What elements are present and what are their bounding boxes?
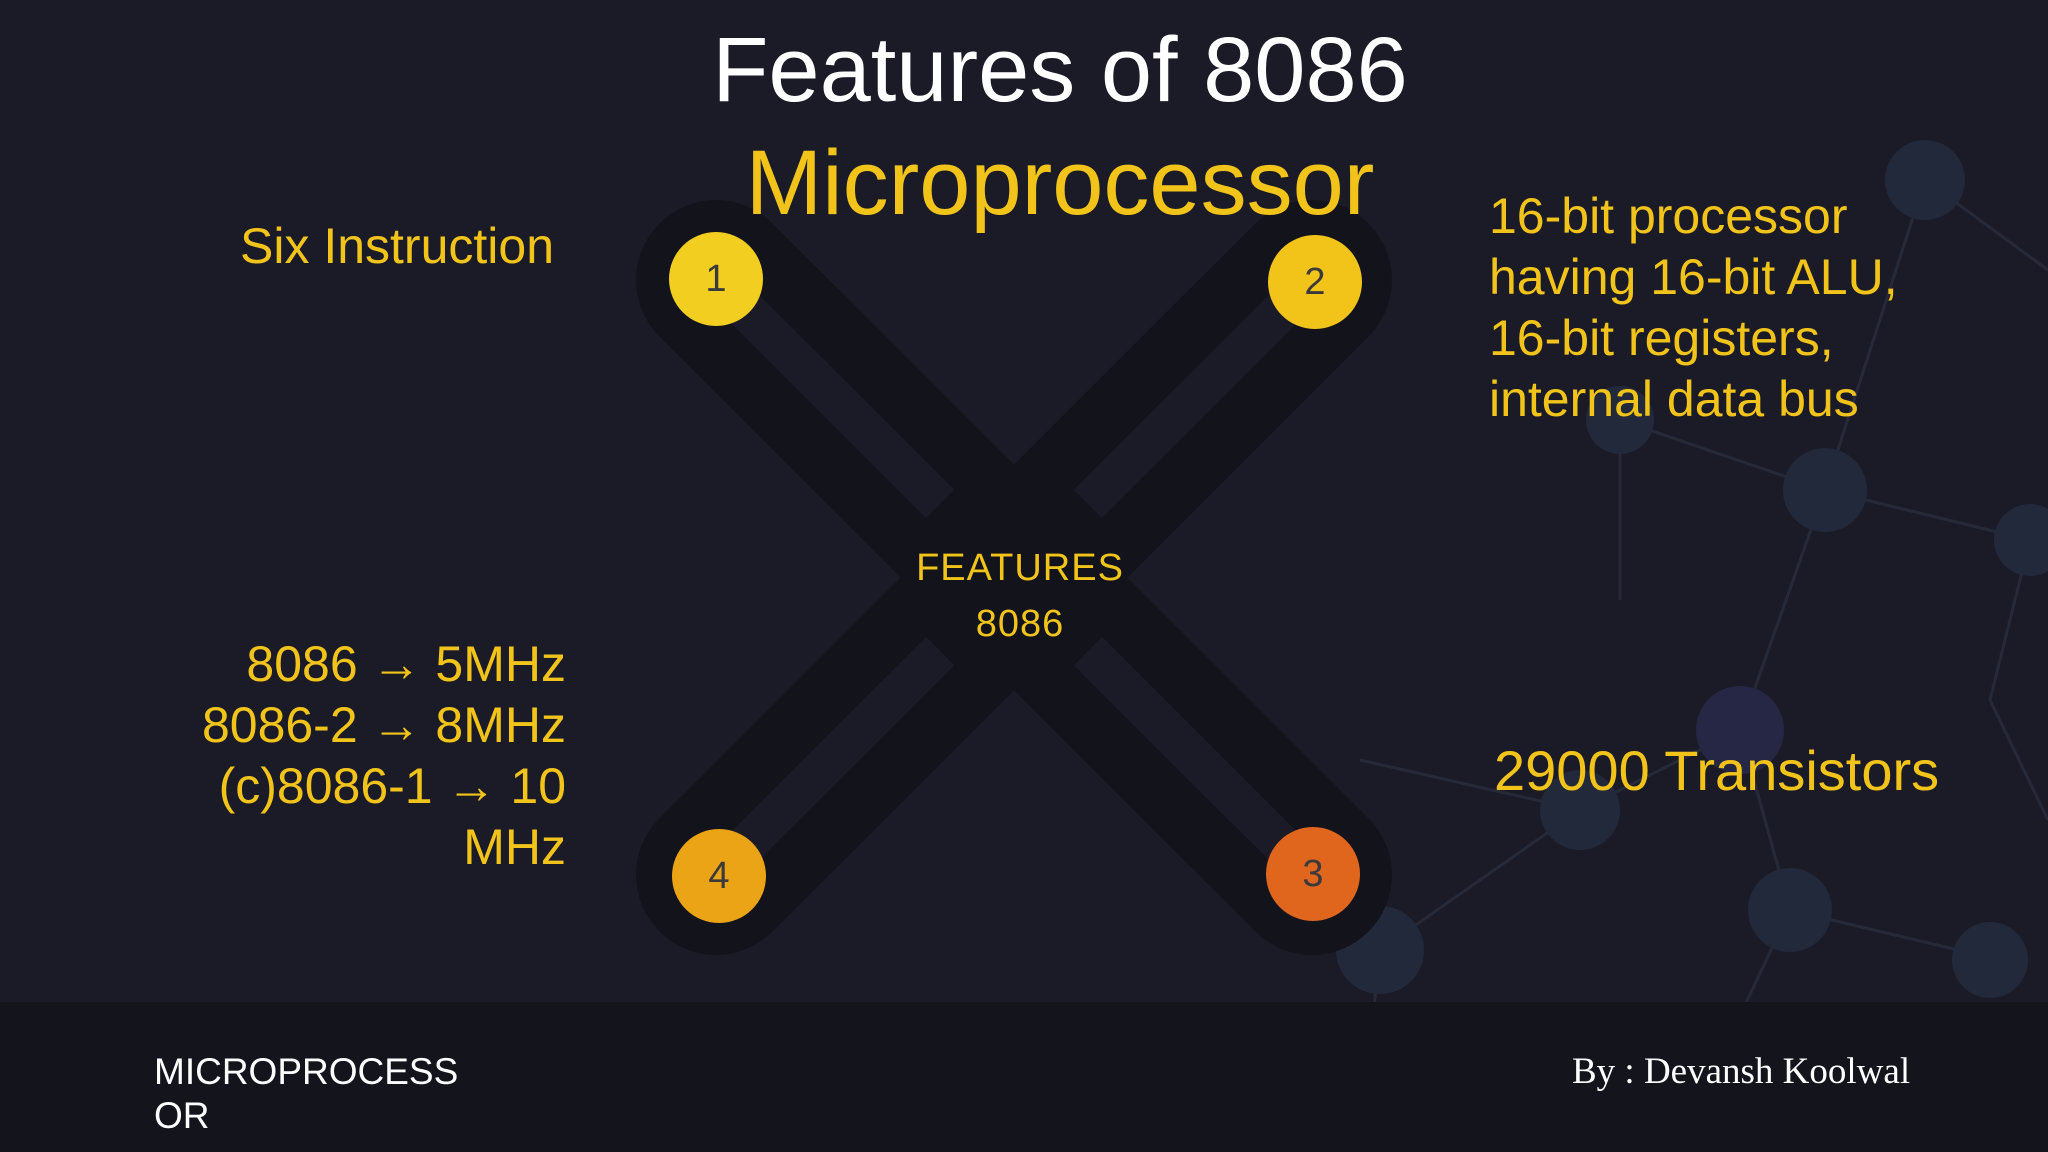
footer-author: By : Devansh Koolwal <box>1572 1051 1911 1092</box>
node-4-number: 4 <box>708 854 730 897</box>
feature-1-text: Six Instruction <box>239 218 554 274</box>
feature-2-line: internal data bus <box>1489 371 1859 427</box>
footer-bar: MICROPROCESSOR By : Devansh Koolwal <box>0 1002 2048 1152</box>
node-4: 4 <box>672 829 766 923</box>
feature-2-text: 16-bit processor having 16-bit ALU, 16-b… <box>1489 186 2009 430</box>
center-label: FEATURES 8086 <box>880 540 1160 652</box>
feature-2-line: having 16-bit ALU, <box>1489 249 1898 305</box>
title-line-2: Microprocessor <box>745 132 1375 234</box>
feature-3-text: 29000 Transistors <box>1494 739 1940 802</box>
node-3-number: 3 <box>1302 852 1324 895</box>
node-1: 1 <box>669 232 763 326</box>
footer-subject: MICROPROCESSOR <box>154 1051 459 1136</box>
title-line-1: Features of 8086 <box>712 19 1408 121</box>
feature-4-text: 8086 → 5MHz 8086-2 → 8MHz (c)8086-1 → 10… <box>160 634 566 878</box>
feature-4-line: MHz <box>463 819 566 875</box>
center-label-line-2: 8086 <box>975 603 1065 645</box>
feature-2-line: 16-bit registers, <box>1489 310 1834 366</box>
node-2-number: 2 <box>1304 260 1326 303</box>
node-2: 2 <box>1268 235 1362 329</box>
feature-4-line: 8086-2 → 8MHz <box>201 697 566 753</box>
node-3: 3 <box>1266 827 1360 921</box>
node-1-number: 1 <box>705 257 727 300</box>
feature-4-line: (c)8086-1 → 10 <box>218 758 566 814</box>
center-label-line-1: FEATURES <box>916 547 1124 589</box>
feature-4-line: 8086 → 5MHz <box>246 636 566 692</box>
feature-2-line: 16-bit processor <box>1489 188 1848 244</box>
